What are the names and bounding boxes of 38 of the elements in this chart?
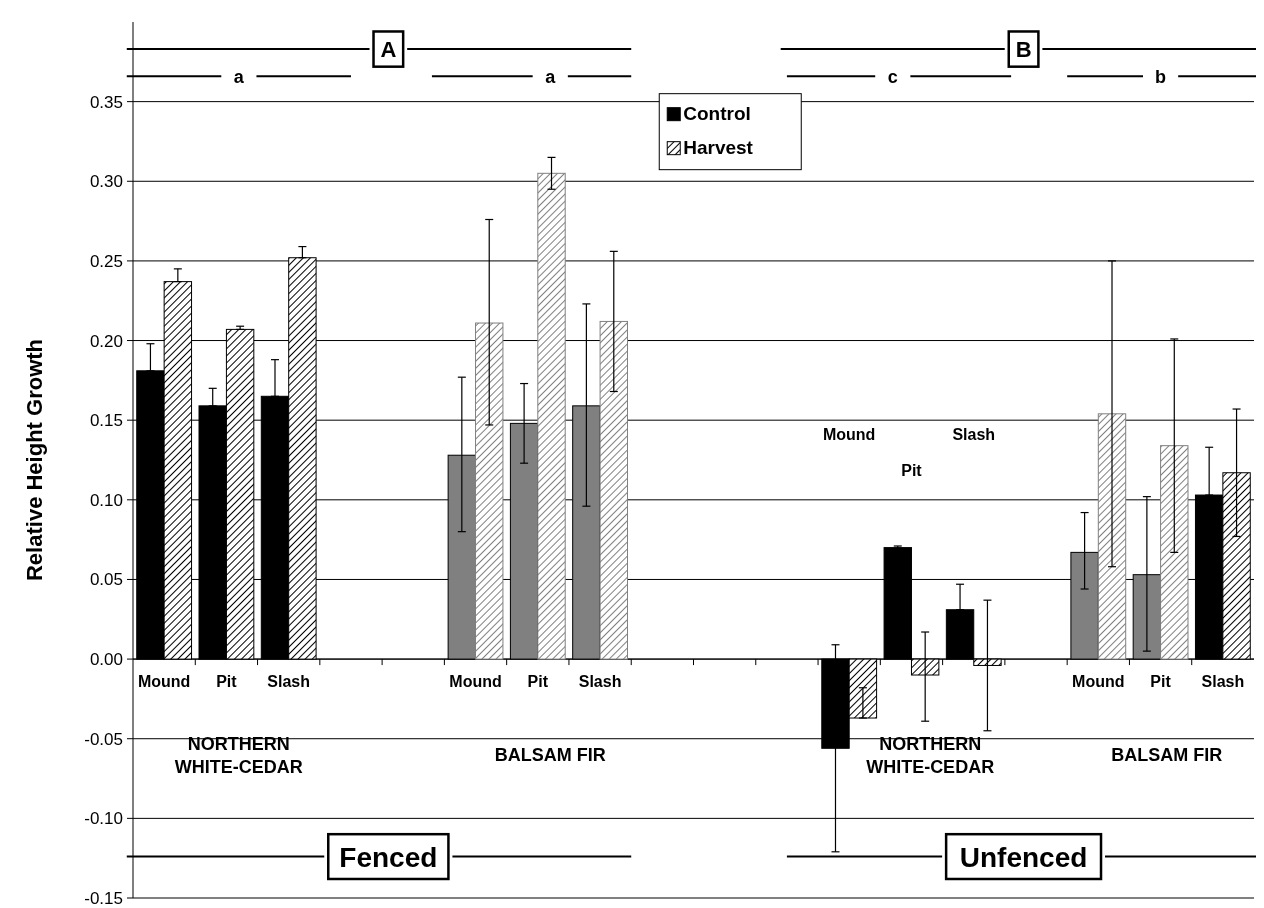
x-tick-label: Pit — [901, 461, 923, 479]
x-tick-label: Mound — [822, 425, 876, 443]
x-tick-label: Pit — [1150, 673, 1172, 691]
annotation: BALSAM FIR — [494, 745, 606, 766]
y-tick-label: 0.10 — [89, 490, 123, 510]
x-tick-label: Pit — [527, 673, 549, 691]
annotation: Unfenced — [959, 841, 1088, 873]
y-tick-label: -0.10 — [84, 809, 123, 829]
legend-label: Control — [683, 102, 751, 124]
legend-label: Harvest — [683, 136, 754, 158]
y-tick-label: 0.15 — [89, 411, 123, 431]
x-tick-label: Mound — [1072, 673, 1125, 691]
y-tick-label: 0.25 — [89, 251, 123, 271]
annotation: a — [233, 66, 245, 87]
y-tick-label: 0.00 — [89, 650, 123, 670]
y-tick-label: -0.15 — [84, 889, 123, 908]
y-tick-label: -0.05 — [84, 729, 123, 749]
x-tick-label: Slash — [267, 673, 311, 691]
y-tick-label: 0.35 — [89, 92, 123, 112]
y-tick-label: 0.30 — [89, 172, 123, 192]
x-tick-label: Slash — [1201, 673, 1245, 691]
annotation: Fenced — [339, 841, 438, 873]
y-tick-label: 0.20 — [89, 331, 123, 351]
x-tick-label: Mound — [449, 673, 502, 691]
annotation: b — [1155, 66, 1167, 87]
annotation: c — [887, 66, 898, 87]
annotation: BALSAM FIR — [1111, 745, 1223, 766]
annotation: NORTHERN WHITE-CEDAR — [866, 733, 995, 777]
x-tick-label: Mound — [137, 673, 191, 691]
x-tick-label: Slash — [952, 425, 996, 443]
x-tick-label: Pit — [216, 673, 238, 691]
annotation: B — [1015, 37, 1032, 62]
annotation: A — [380, 37, 397, 62]
y-axis-title: Relative Height Growth — [22, 338, 47, 582]
y-tick-label: 0.05 — [89, 570, 123, 590]
annotation: a — [545, 66, 557, 87]
x-tick-label: Slash — [578, 673, 622, 691]
annotation: NORTHERN WHITE-CEDAR — [174, 733, 303, 777]
